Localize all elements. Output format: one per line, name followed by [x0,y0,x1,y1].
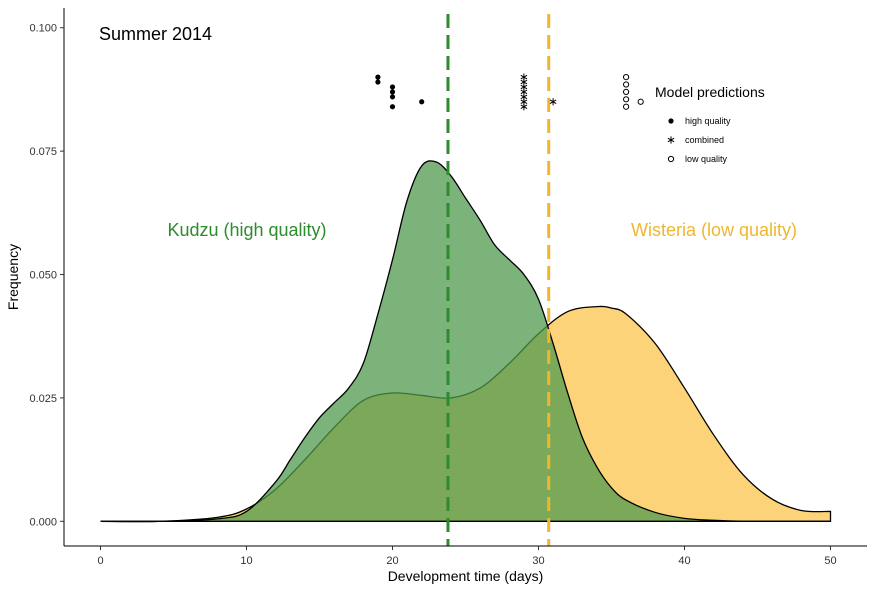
x-tick-label: 40 [678,555,690,567]
series-label-wisteria: Wisteria (low quality) [631,220,797,240]
legend-label: combined [685,135,724,145]
x-tick-label: 50 [824,555,836,567]
prediction-point-asterisk [520,103,528,111]
x-tick-label: 10 [240,555,252,567]
x-tick-label: 0 [97,555,103,567]
legend-key-filled-circle [668,118,674,124]
legend-key-asterisk [667,136,675,144]
prediction-point-filled-circle [389,94,396,100]
prediction-point-filled-circle [389,89,396,95]
chart-title: Summer 2014 [99,24,212,44]
prediction-point-open-circle [623,103,630,110]
density-kudzu [100,160,831,523]
legend-key-open-circle [667,155,675,163]
prediction-point-open-circle [623,88,630,96]
prediction-point-filled-circle [419,99,425,105]
prediction-point-asterisk [549,98,557,106]
y-tick-label: 0.100 [29,23,57,35]
y-axis-title: Frequency [5,244,21,310]
legend-label: high quality [685,116,731,126]
x-tick-label: 20 [386,555,398,567]
y-tick-label: 0.000 [29,516,57,528]
prediction-point-open-circle [623,96,630,103]
prediction-point-open-circle [637,98,644,105]
prediction-point-open-circle [623,74,630,81]
prediction-point-open-circle [623,81,630,88]
prediction-point-filled-circle [375,79,381,85]
legend-title: Model predictions [655,84,765,100]
y-tick-label: 0.025 [29,393,57,405]
x-tick-label: 30 [532,555,544,567]
y-tick-label: 0.075 [29,146,57,158]
series-label-kudzu: Kudzu (high quality) [167,220,326,240]
prediction-point-filled-circle [375,74,381,80]
y-tick-label: 0.050 [29,270,57,282]
x-axis-title: Development time (days) [388,568,544,584]
legend-label: low quality [685,154,728,164]
prediction-point-filled-circle [389,104,396,110]
prediction-point-filled-circle [389,84,396,90]
